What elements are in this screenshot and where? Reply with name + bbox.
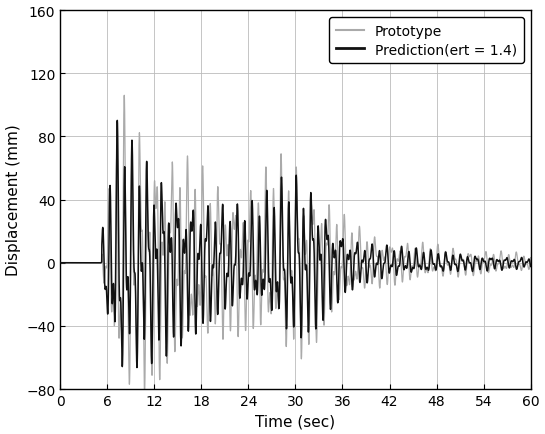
Line: Prediction(ert = 1.4): Prediction(ert = 1.4) xyxy=(60,121,531,368)
Prototype xyxy=(63,260,69,266)
Prototype xyxy=(270,197,276,202)
Prototype xyxy=(521,254,528,260)
Prediction(ert = 1.4) xyxy=(410,266,417,272)
Prediction(ert = 1.4) xyxy=(521,265,528,270)
X-axis label: Time (sec): Time (sec) xyxy=(256,414,336,428)
Prediction(ert = 1.4) xyxy=(57,260,63,266)
Prediction(ert = 1.4) xyxy=(134,365,140,370)
Prototype xyxy=(168,179,175,184)
Prototype xyxy=(57,260,63,266)
Y-axis label: Displacement (mm): Displacement (mm) xyxy=(5,125,21,276)
Prediction(ert = 1.4) xyxy=(63,260,69,266)
Prediction(ert = 1.4) xyxy=(270,251,276,256)
Prototype xyxy=(141,390,148,395)
Prediction(ert = 1.4) xyxy=(473,255,479,260)
Prototype xyxy=(121,93,128,99)
Prediction(ert = 1.4) xyxy=(528,264,534,270)
Prediction(ert = 1.4) xyxy=(114,118,120,124)
Legend: Prototype, Prediction(ert = 1.4): Prototype, Prediction(ert = 1.4) xyxy=(329,18,524,64)
Prototype xyxy=(473,258,479,263)
Line: Prototype: Prototype xyxy=(60,96,531,392)
Prototype xyxy=(410,260,417,265)
Prediction(ert = 1.4) xyxy=(168,239,175,244)
Prototype xyxy=(528,255,534,260)
